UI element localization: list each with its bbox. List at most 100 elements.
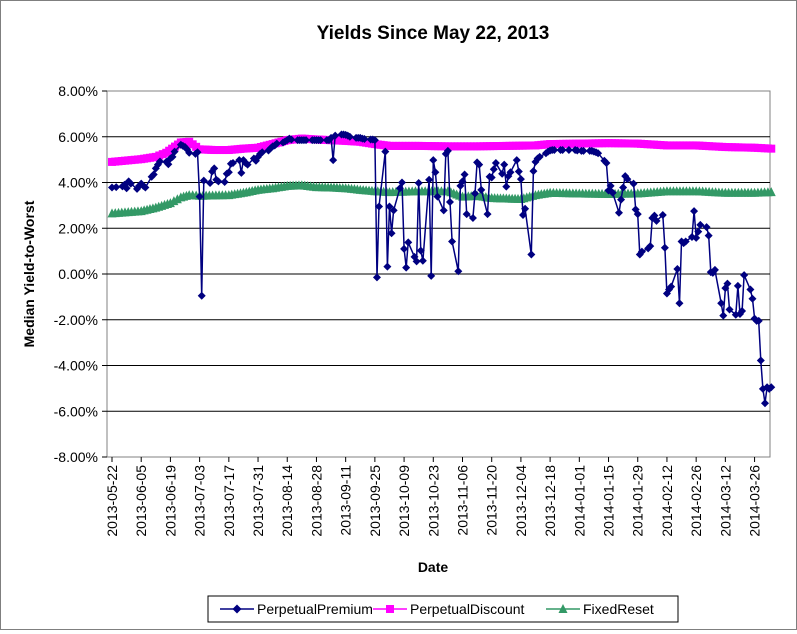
data-point-marker	[232, 604, 242, 614]
data-point-marker	[251, 156, 260, 165]
data-point-marker	[746, 285, 755, 294]
x-tick-label: 2013-11-20	[484, 465, 500, 536]
data-point-marker	[766, 187, 776, 197]
data-point-marker	[412, 257, 421, 266]
data-point-marker	[710, 265, 719, 274]
x-axis-ticks: 2013-05-22 2013-06-05 2013-06-19 2013-07-03…	[104, 457, 763, 537]
data-point-marker	[629, 179, 638, 188]
y-tick-label: -2.00%	[54, 312, 98, 328]
data-point-marker	[445, 197, 454, 206]
data-point-marker	[258, 148, 267, 157]
data-point-marker	[386, 605, 394, 613]
legend-label: PerpetualDiscount	[410, 601, 525, 617]
x-tick-label: 2013-12-04	[513, 465, 529, 537]
data-point-marker	[696, 220, 705, 229]
data-point-marker	[389, 206, 398, 215]
x-tick-label: 2013-06-19	[162, 465, 178, 537]
data-point-marker	[120, 180, 129, 189]
data-point-marker	[287, 135, 296, 144]
data-point-marker	[694, 227, 703, 236]
data-point-marker	[429, 156, 438, 165]
data-point-marker	[431, 168, 440, 177]
y-tick-label: -4.00%	[54, 358, 98, 374]
y-tick-label: 6.00%	[58, 129, 98, 145]
data-point-marker	[619, 183, 628, 192]
data-point-marker	[235, 156, 244, 165]
data-point-marker	[527, 250, 536, 259]
data-point-marker	[360, 135, 369, 144]
data-point-marker	[141, 183, 150, 192]
data-point-marker	[237, 168, 246, 177]
data-point-marker	[748, 294, 757, 303]
data-point-marker	[514, 167, 523, 176]
data-point-marker	[521, 204, 530, 213]
data-point-marker	[602, 159, 611, 168]
data-point-marker	[149, 170, 158, 179]
legend-label: PerpetualPremium	[257, 601, 373, 617]
data-point-marker	[594, 149, 603, 158]
series-layer	[107, 130, 776, 408]
data-point-marker	[623, 175, 632, 184]
data-point-marker	[193, 148, 202, 157]
data-point-marker	[400, 244, 409, 253]
data-point-marker	[331, 131, 340, 140]
data-point-marker	[506, 168, 515, 177]
data-point-marker	[487, 173, 496, 182]
legend-box	[207, 595, 679, 623]
x-tick-label: 2014-01-01	[571, 465, 587, 537]
y-tick-label: -6.00%	[54, 403, 98, 419]
data-point-marker	[414, 178, 423, 187]
data-point-marker	[439, 206, 448, 215]
y-tick-label: 2.00%	[58, 220, 98, 236]
data-point-marker	[606, 181, 615, 190]
data-point-marker	[155, 157, 164, 166]
data-point-marker	[302, 136, 311, 145]
y-axis-ticks: 8.00% 6.00% 4.00% 2.00% 0.00% -2.00% -4.00% -6.…	[54, 83, 107, 465]
data-point-marker	[738, 307, 747, 316]
data-point-marker	[564, 146, 573, 155]
x-tick-label: 2014-03-12	[717, 465, 733, 537]
x-tick-label: 2013-07-17	[221, 465, 237, 537]
legend-item-PerpetualPremium: PerpetualPremium	[220, 601, 373, 617]
data-point-marker	[122, 184, 131, 193]
data-point-marker	[692, 233, 701, 242]
y-tick-label: -8.00%	[54, 449, 98, 465]
data-point-marker	[733, 281, 742, 290]
x-tick-label: 2013-07-31	[250, 465, 266, 537]
data-point-marker	[761, 399, 769, 408]
data-point-marker	[489, 165, 498, 174]
data-point-marker	[535, 152, 544, 161]
x-tick-label: 2013-08-28	[308, 465, 324, 537]
data-point-marker	[185, 148, 194, 157]
data-point-marker	[516, 175, 525, 184]
legend-item-FixedReset: FixedReset	[546, 601, 654, 617]
data-point-marker	[754, 316, 763, 325]
data-point-marker	[767, 383, 776, 392]
x-tick-label: 2013-09-11	[338, 465, 354, 536]
data-point-marker	[558, 146, 567, 155]
data-point-marker	[477, 185, 486, 194]
data-point-marker	[471, 189, 480, 198]
x-tick-label: 2013-10-23	[425, 465, 441, 537]
data-point-marker	[491, 159, 500, 168]
x-tick-label: 2014-01-29	[630, 465, 646, 537]
data-point-marker	[608, 188, 617, 197]
data-point-marker	[614, 208, 623, 217]
data-point-marker	[425, 175, 434, 184]
x-axis-label: Date	[418, 559, 449, 575]
legend-label: FixedReset	[583, 601, 654, 617]
data-point-marker	[195, 192, 204, 201]
data-point-marker	[767, 144, 776, 153]
data-point-marker	[404, 238, 413, 247]
data-point-marker	[197, 291, 206, 300]
data-point-marker	[704, 231, 713, 240]
data-point-marker	[383, 262, 392, 271]
data-point-marker	[637, 247, 646, 256]
data-point-marker	[329, 156, 338, 165]
data-point-marker	[170, 147, 179, 156]
data-point-marker	[433, 192, 442, 201]
data-point-marker	[458, 177, 467, 186]
y-tick-label: 8.00%	[58, 83, 98, 99]
y-tick-label: 4.00%	[58, 175, 98, 191]
